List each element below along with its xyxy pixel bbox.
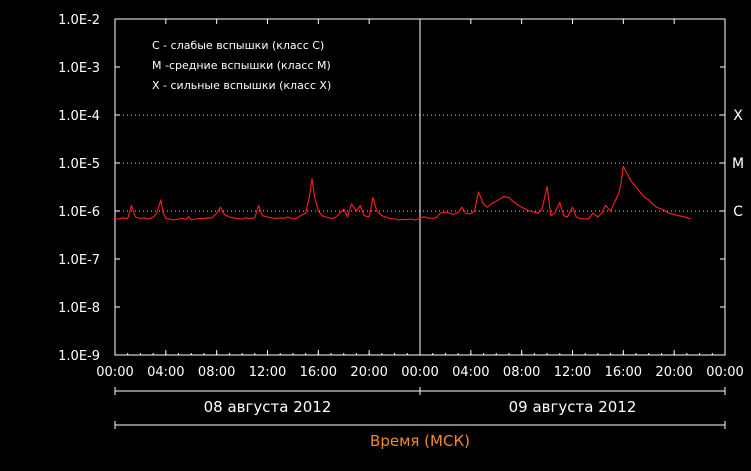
date-axis: 08 августа 2012 09 августа 2012 Время (МСК…	[114, 387, 726, 450]
legend: C - слабые вспышки (класс C) M -средние в…	[152, 39, 331, 92]
x-tick-label: 08:00	[503, 365, 540, 380]
x-tick-label: 00:00	[401, 365, 438, 380]
legend-entry: C - слабые вспышки (класс C)	[152, 39, 324, 52]
axes: 1.0E-2 1.0E-3 1.0E-4 1.0E-5 1.0E-6 1.0E-7 1.0E…	[58, 13, 744, 380]
x-tick-label: 16:00	[605, 365, 642, 380]
x-tick-label: 04:00	[452, 365, 489, 380]
x-tick-label: 00:00	[96, 365, 133, 380]
x-tick-label: 12:00	[249, 365, 286, 380]
class-level-label: X	[733, 108, 743, 124]
series-layer	[114, 165, 691, 221]
x-axis-title: Время (МСК)	[370, 432, 470, 450]
x-tick-label: 04:00	[147, 365, 184, 380]
class-level-label: M	[732, 156, 744, 172]
legend-entry: X - сильные вспышки (класс X)	[152, 79, 331, 92]
x-tick-label: 12:00	[554, 365, 591, 380]
x-tick-label: 20:00	[655, 365, 692, 380]
date-label: 09 августа 2012	[509, 398, 637, 416]
x-tick-label: 00:00	[706, 365, 743, 380]
legend-entry: M -средние вспышки (класс M)	[152, 59, 331, 72]
y-tick-label: 1.0E-8	[58, 301, 100, 316]
date-label: 08 августа 2012	[204, 398, 332, 416]
class-level-label: C	[733, 204, 743, 220]
y-tick-label: 1.0E-9	[58, 349, 100, 364]
y-tick-label: 1.0E-3	[58, 61, 100, 76]
xray-flux-series	[114, 165, 691, 221]
y-tick-label: 1.0E-6	[58, 205, 100, 220]
x-tick-label: 16:00	[300, 365, 337, 380]
y-tick-label: 1.0E-4	[58, 109, 100, 124]
y-tick-label: 1.0E-7	[58, 253, 100, 268]
y-tick-label: 1.0E-5	[58, 157, 100, 172]
x-tick-label: 20:00	[350, 365, 387, 380]
x-tick-label: 08:00	[198, 365, 235, 380]
y-tick-label: 1.0E-2	[58, 13, 100, 28]
